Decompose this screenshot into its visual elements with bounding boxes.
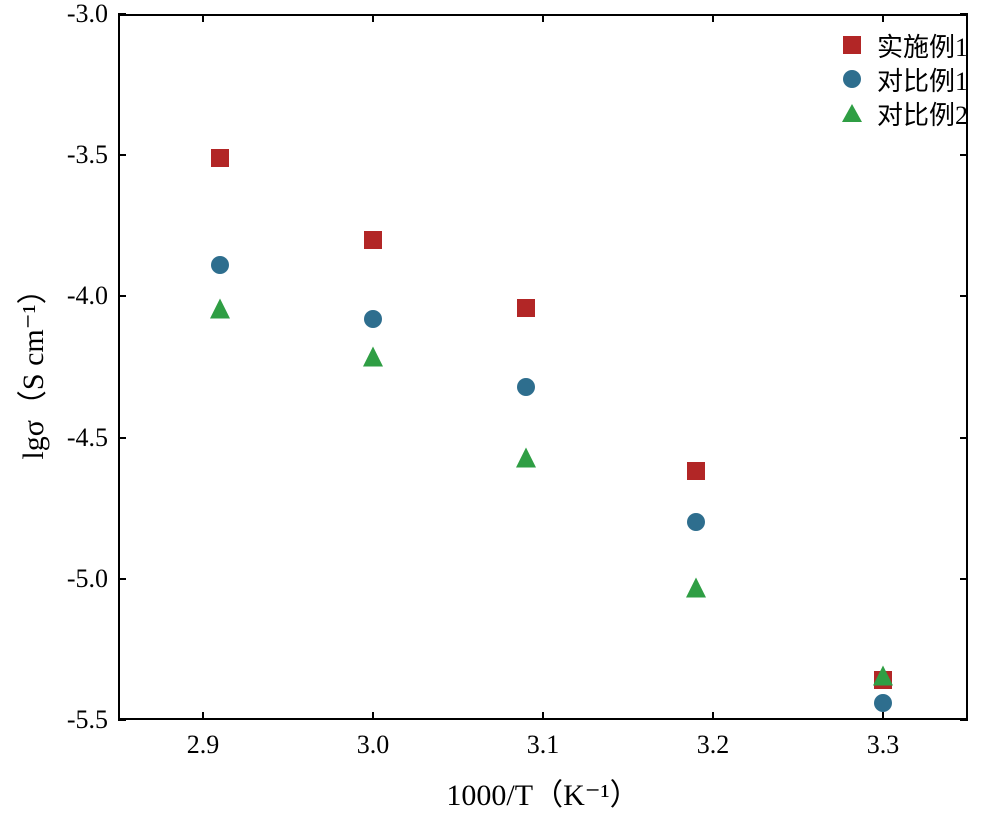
y-tick-right [960, 154, 968, 156]
legend-item: 对比例1 [841, 64, 968, 94]
legend-label: 对比例2 [877, 95, 968, 132]
circle-icon [517, 378, 535, 396]
data-point-s2 [687, 513, 705, 531]
data-point-s3 [210, 298, 230, 323]
legend-label: 实施例1 [877, 27, 968, 64]
legend-marker [841, 34, 863, 56]
x-tick [712, 712, 714, 720]
scatter-chart: 2.9 3.0 3.1 3.2 3.3 -5.5 -5.0 -4.5 -4.0 -3.5 -3.0 1… [0, 0, 1000, 833]
y-tick-right [960, 437, 968, 439]
x-tick-top [542, 14, 544, 22]
circle-icon [843, 70, 861, 88]
circle-icon [211, 256, 229, 274]
y-tick-label: -4.0 [58, 281, 108, 311]
data-point-s1 [364, 231, 382, 249]
y-tick-label: -5.5 [58, 705, 108, 735]
circle-icon [874, 694, 892, 712]
x-tick-label: 3.0 [357, 730, 390, 760]
x-tick-label: 2.9 [187, 730, 220, 760]
triangle-icon [873, 665, 893, 685]
x-tick-label: 3.1 [527, 730, 560, 760]
y-tick [118, 437, 126, 439]
legend-item: 对比例2 [841, 98, 968, 128]
axis-left [118, 14, 120, 720]
y-tick [118, 719, 126, 721]
x-tick [882, 712, 884, 720]
square-icon [364, 231, 382, 249]
circle-icon [687, 513, 705, 531]
circle-icon [364, 310, 382, 328]
data-point-s3 [363, 346, 383, 371]
square-icon [211, 149, 229, 167]
y-tick-right [960, 578, 968, 580]
legend-label: 对比例1 [877, 61, 968, 98]
x-tick-label: 3.3 [867, 730, 900, 760]
data-point-s1 [211, 149, 229, 167]
data-point-s2 [364, 310, 382, 328]
y-tick [118, 295, 126, 297]
y-tick [118, 154, 126, 156]
data-point-s2 [211, 256, 229, 274]
square-icon [517, 299, 535, 317]
square-icon [843, 36, 861, 54]
x-tick [202, 712, 204, 720]
data-point-s3 [873, 665, 893, 690]
y-tick [118, 13, 126, 15]
data-point-s3 [516, 448, 536, 473]
y-tick-right [960, 13, 968, 15]
y-tick-right [960, 719, 968, 721]
y-tick-label: -5.0 [58, 564, 108, 594]
x-tick-top [202, 14, 204, 22]
legend-marker [841, 102, 863, 124]
y-axis-title: lgσ（S cm⁻¹） [8, 274, 52, 459]
x-tick-top [372, 14, 374, 22]
y-tick-label: -3.5 [58, 140, 108, 170]
x-tick-top [712, 14, 714, 22]
y-tick-label: -3.0 [58, 0, 108, 29]
data-point-s3 [686, 578, 706, 603]
legend-item: 实施例1 [841, 30, 968, 60]
y-tick [118, 578, 126, 580]
legend: 实施例1对比例1对比例2 [841, 30, 968, 132]
triangle-icon [686, 578, 706, 598]
x-axis-title: 1000/T（K⁻¹） [446, 770, 639, 814]
y-tick-label: -4.5 [58, 423, 108, 453]
y-tick-right [960, 295, 968, 297]
x-tick-label: 3.2 [697, 730, 730, 760]
legend-marker [841, 68, 863, 90]
triangle-icon [516, 448, 536, 468]
triangle-icon [842, 104, 862, 122]
data-point-s2 [874, 694, 892, 712]
data-point-s1 [517, 299, 535, 317]
triangle-icon [210, 298, 230, 318]
data-point-s2 [517, 378, 535, 396]
x-tick [542, 712, 544, 720]
x-tick-top [882, 14, 884, 22]
x-tick [372, 712, 374, 720]
triangle-icon [363, 346, 383, 366]
square-icon [687, 462, 705, 480]
data-point-s1 [687, 462, 705, 480]
